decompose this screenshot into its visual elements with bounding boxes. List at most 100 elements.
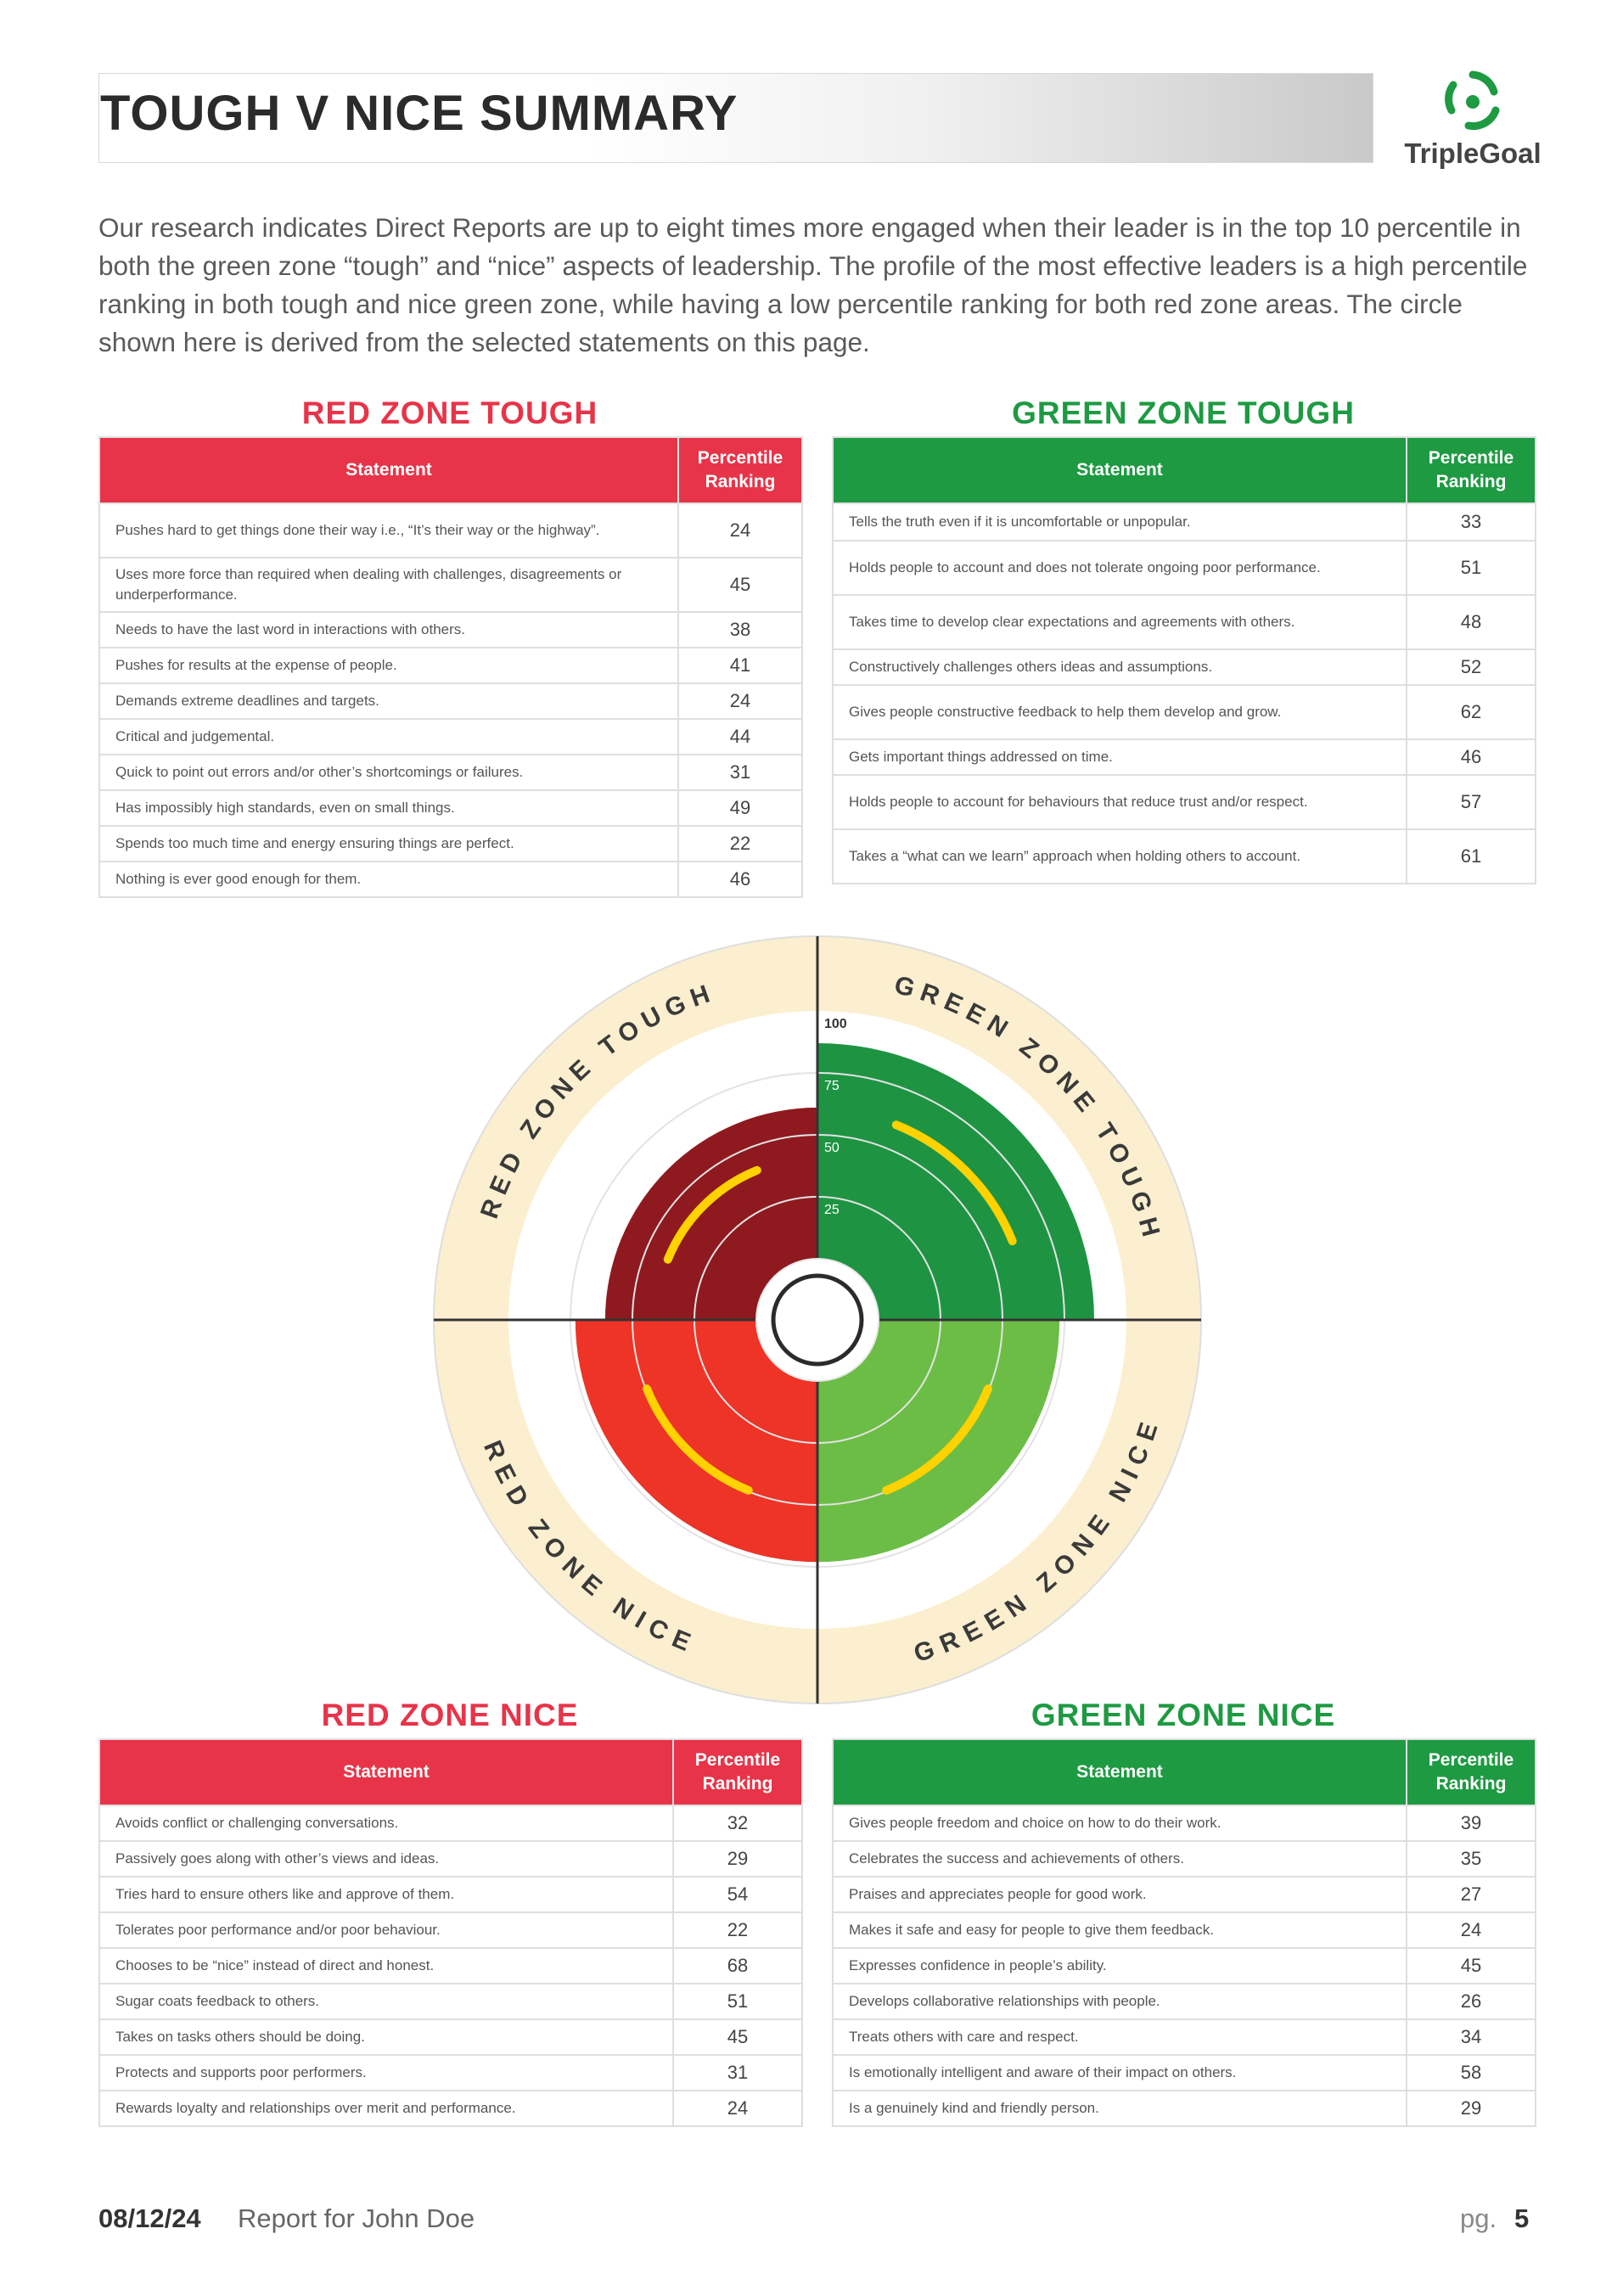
table-row: Expresses confidence in people’s ability…	[832, 1947, 1536, 1984]
percentile-cell: 38	[677, 611, 803, 648]
table-row: Critical and judgemental. 44	[98, 718, 803, 755]
table-row: Celebrates the success and achievements …	[832, 1840, 1536, 1878]
percentile-cell: 34	[1406, 2018, 1536, 2056]
statement-cell: Sugar coats feedback to others.	[98, 1983, 674, 2020]
table-row: Rewards loyalty and relationships over m…	[98, 2090, 803, 2127]
footer-report-label: Report for John Doe	[238, 2203, 475, 2233]
table-row: Takes on tasks others should be doing. 45	[98, 2018, 803, 2056]
percentile-header: Percentile Ranking	[1406, 1738, 1536, 1806]
percentile-header: Percentile Ranking	[1406, 436, 1536, 504]
percentile-cell: 27	[1406, 1876, 1536, 1913]
sector-red-tough	[604, 1107, 817, 1320]
percentile-cell: 35	[1406, 1840, 1536, 1878]
statement-cell: Spends too much time and energy ensuring…	[98, 825, 679, 862]
header-bar	[98, 73, 1373, 163]
footer-page-number: 5	[1514, 2203, 1530, 2233]
marker-arc-green-tough	[891, 1120, 1017, 1246]
statement-cell: Celebrates the success and achievements …	[832, 1840, 1407, 1878]
percentile-cell: 46	[677, 861, 803, 898]
statement-cell: Avoids conflict or challenging conversat…	[98, 1805, 674, 1842]
table-row: Sugar coats feedback to others. 51	[98, 1983, 803, 2020]
percentile-cell: 52	[1406, 648, 1536, 686]
statement-header: Statement	[98, 1738, 674, 1806]
percentile-header: Percentile Ranking	[672, 1738, 803, 1806]
statement-cell: Tells the truth even if it is uncomforta…	[832, 502, 1407, 542]
statement-cell: Tolerates poor performance and/or poor b…	[98, 1911, 674, 1949]
table-row: Holds people to account and does not tol…	[832, 540, 1536, 596]
green-zone-nice-table: Statement Percentile Ranking Gives people…	[832, 1738, 1536, 2127]
table-row: Gives people freedom and choice on how t…	[832, 1805, 1536, 1842]
marker-arc-red-tough	[663, 1165, 761, 1264]
percentile-cell: 32	[672, 1805, 803, 1842]
statement-cell: Gets important things addressed on time.	[832, 738, 1407, 776]
percentile-cell: 24	[677, 502, 803, 559]
percentile-cell: 51	[1406, 540, 1536, 596]
table-row: Is a genuinely kind and friendly person.…	[832, 2090, 1536, 2127]
table-row: Gives people constructive feedback to he…	[832, 684, 1536, 740]
percentile-cell: 39	[1406, 1805, 1536, 1842]
percentile-cell: 44	[677, 718, 803, 755]
table-row: Pushes hard to get things done their way…	[98, 502, 803, 559]
percentile-cell: 61	[1406, 828, 1536, 884]
triplegoal-logo: TripleGoal	[1401, 66, 1545, 177]
table-row: Has impossibly high standards, even on s…	[98, 789, 803, 827]
table-row: Is emotionally intelligent and aware of …	[832, 2054, 1536, 2091]
logo-swirl-icon	[1445, 70, 1500, 131]
table-row: Avoids conflict or challenging conversat…	[98, 1805, 803, 1842]
scale-tick-label: 25	[824, 1203, 840, 1217]
scale-tick-label: 100	[824, 1017, 847, 1031]
marker-arc-green-nice	[882, 1384, 992, 1495]
percentile-cell: 54	[672, 1876, 803, 1913]
table-row: Praises and appreciates people for good …	[832, 1876, 1536, 1913]
table-row: Tolerates poor performance and/or poor b…	[98, 1911, 803, 1949]
percentile-cell: 24	[677, 682, 803, 720]
sector-green-nice	[817, 1320, 1060, 1563]
scale-tick-label: 50	[824, 1141, 840, 1155]
statement-cell: Gives people constructive feedback to he…	[832, 684, 1407, 740]
statement-cell: Is emotionally intelligent and aware of …	[832, 2054, 1407, 2091]
percentile-cell: 46	[1406, 738, 1536, 776]
table-row: Nothing is ever good enough for them. 46	[98, 861, 803, 898]
percentile-cell: 22	[672, 1911, 803, 1949]
red-zone-tough-title: RED ZONE TOUGH	[301, 396, 598, 430]
table-row: Pushes for results at the expense of peo…	[98, 647, 803, 684]
percentile-cell: 68	[672, 1947, 803, 1984]
table-row: Takes a “what can we learn” approach whe…	[832, 828, 1536, 884]
marker-arc-red-nice	[643, 1384, 753, 1495]
percentile-cell: 41	[677, 647, 803, 684]
percentile-cell: 31	[677, 754, 803, 791]
table-row: Uses more force than required when deali…	[98, 557, 803, 613]
percentile-cell: 57	[1406, 774, 1536, 830]
table-row: Demands extreme deadlines and targets. 24	[98, 682, 803, 720]
table-row: Chooses to be “nice” instead of direct a…	[98, 1947, 803, 1984]
sector-green-tough	[817, 1043, 1094, 1320]
scale-tick-label: 75	[824, 1079, 840, 1093]
statement-cell: Passively goes along with other’s views …	[98, 1840, 674, 1878]
percentile-cell: 29	[672, 1840, 803, 1878]
statement-cell: Pushes for results at the expense of peo…	[98, 647, 679, 684]
statement-cell: Uses more force than required when deali…	[98, 557, 679, 613]
table-row: Needs to have the last word in interacti…	[98, 611, 803, 648]
statement-cell: Gives people freedom and choice on how t…	[832, 1805, 1407, 1842]
table-row: Tells the truth even if it is uncomforta…	[832, 502, 1536, 542]
table-row: Holds people to account for behaviours t…	[832, 774, 1536, 830]
percentile-cell: 45	[677, 557, 803, 613]
percentile-cell: 33	[1406, 502, 1536, 542]
footer-page-label: pg.	[1460, 2203, 1497, 2233]
statement-header: Statement	[832, 436, 1407, 504]
statement-cell: Has impossibly high standards, even on s…	[98, 789, 679, 827]
intro-paragraph: Our research indicates Direct Reports ar…	[98, 212, 1528, 357]
percentile-cell: 29	[1406, 2090, 1536, 2127]
percentile-cell: 45	[672, 2018, 803, 2056]
statement-cell: Pushes hard to get things done their way…	[98, 502, 679, 559]
statement-cell: Chooses to be “nice” instead of direct a…	[98, 1947, 674, 1984]
statement-cell: Develops collaborative relationships wit…	[832, 1983, 1407, 2020]
statement-cell: Holds people to account and does not tol…	[832, 540, 1407, 596]
table-row: Gets important things addressed on time.…	[832, 738, 1536, 776]
statement-cell: Treats others with care and respect.	[832, 2018, 1407, 2056]
logo-text: TripleGoal	[1404, 138, 1542, 169]
statement-cell: Critical and judgemental.	[98, 718, 679, 755]
green-zone-tough-title: GREEN ZONE TOUGH	[1012, 396, 1355, 430]
statement-cell: Makes it safe and easy for people to giv…	[832, 1911, 1407, 1949]
